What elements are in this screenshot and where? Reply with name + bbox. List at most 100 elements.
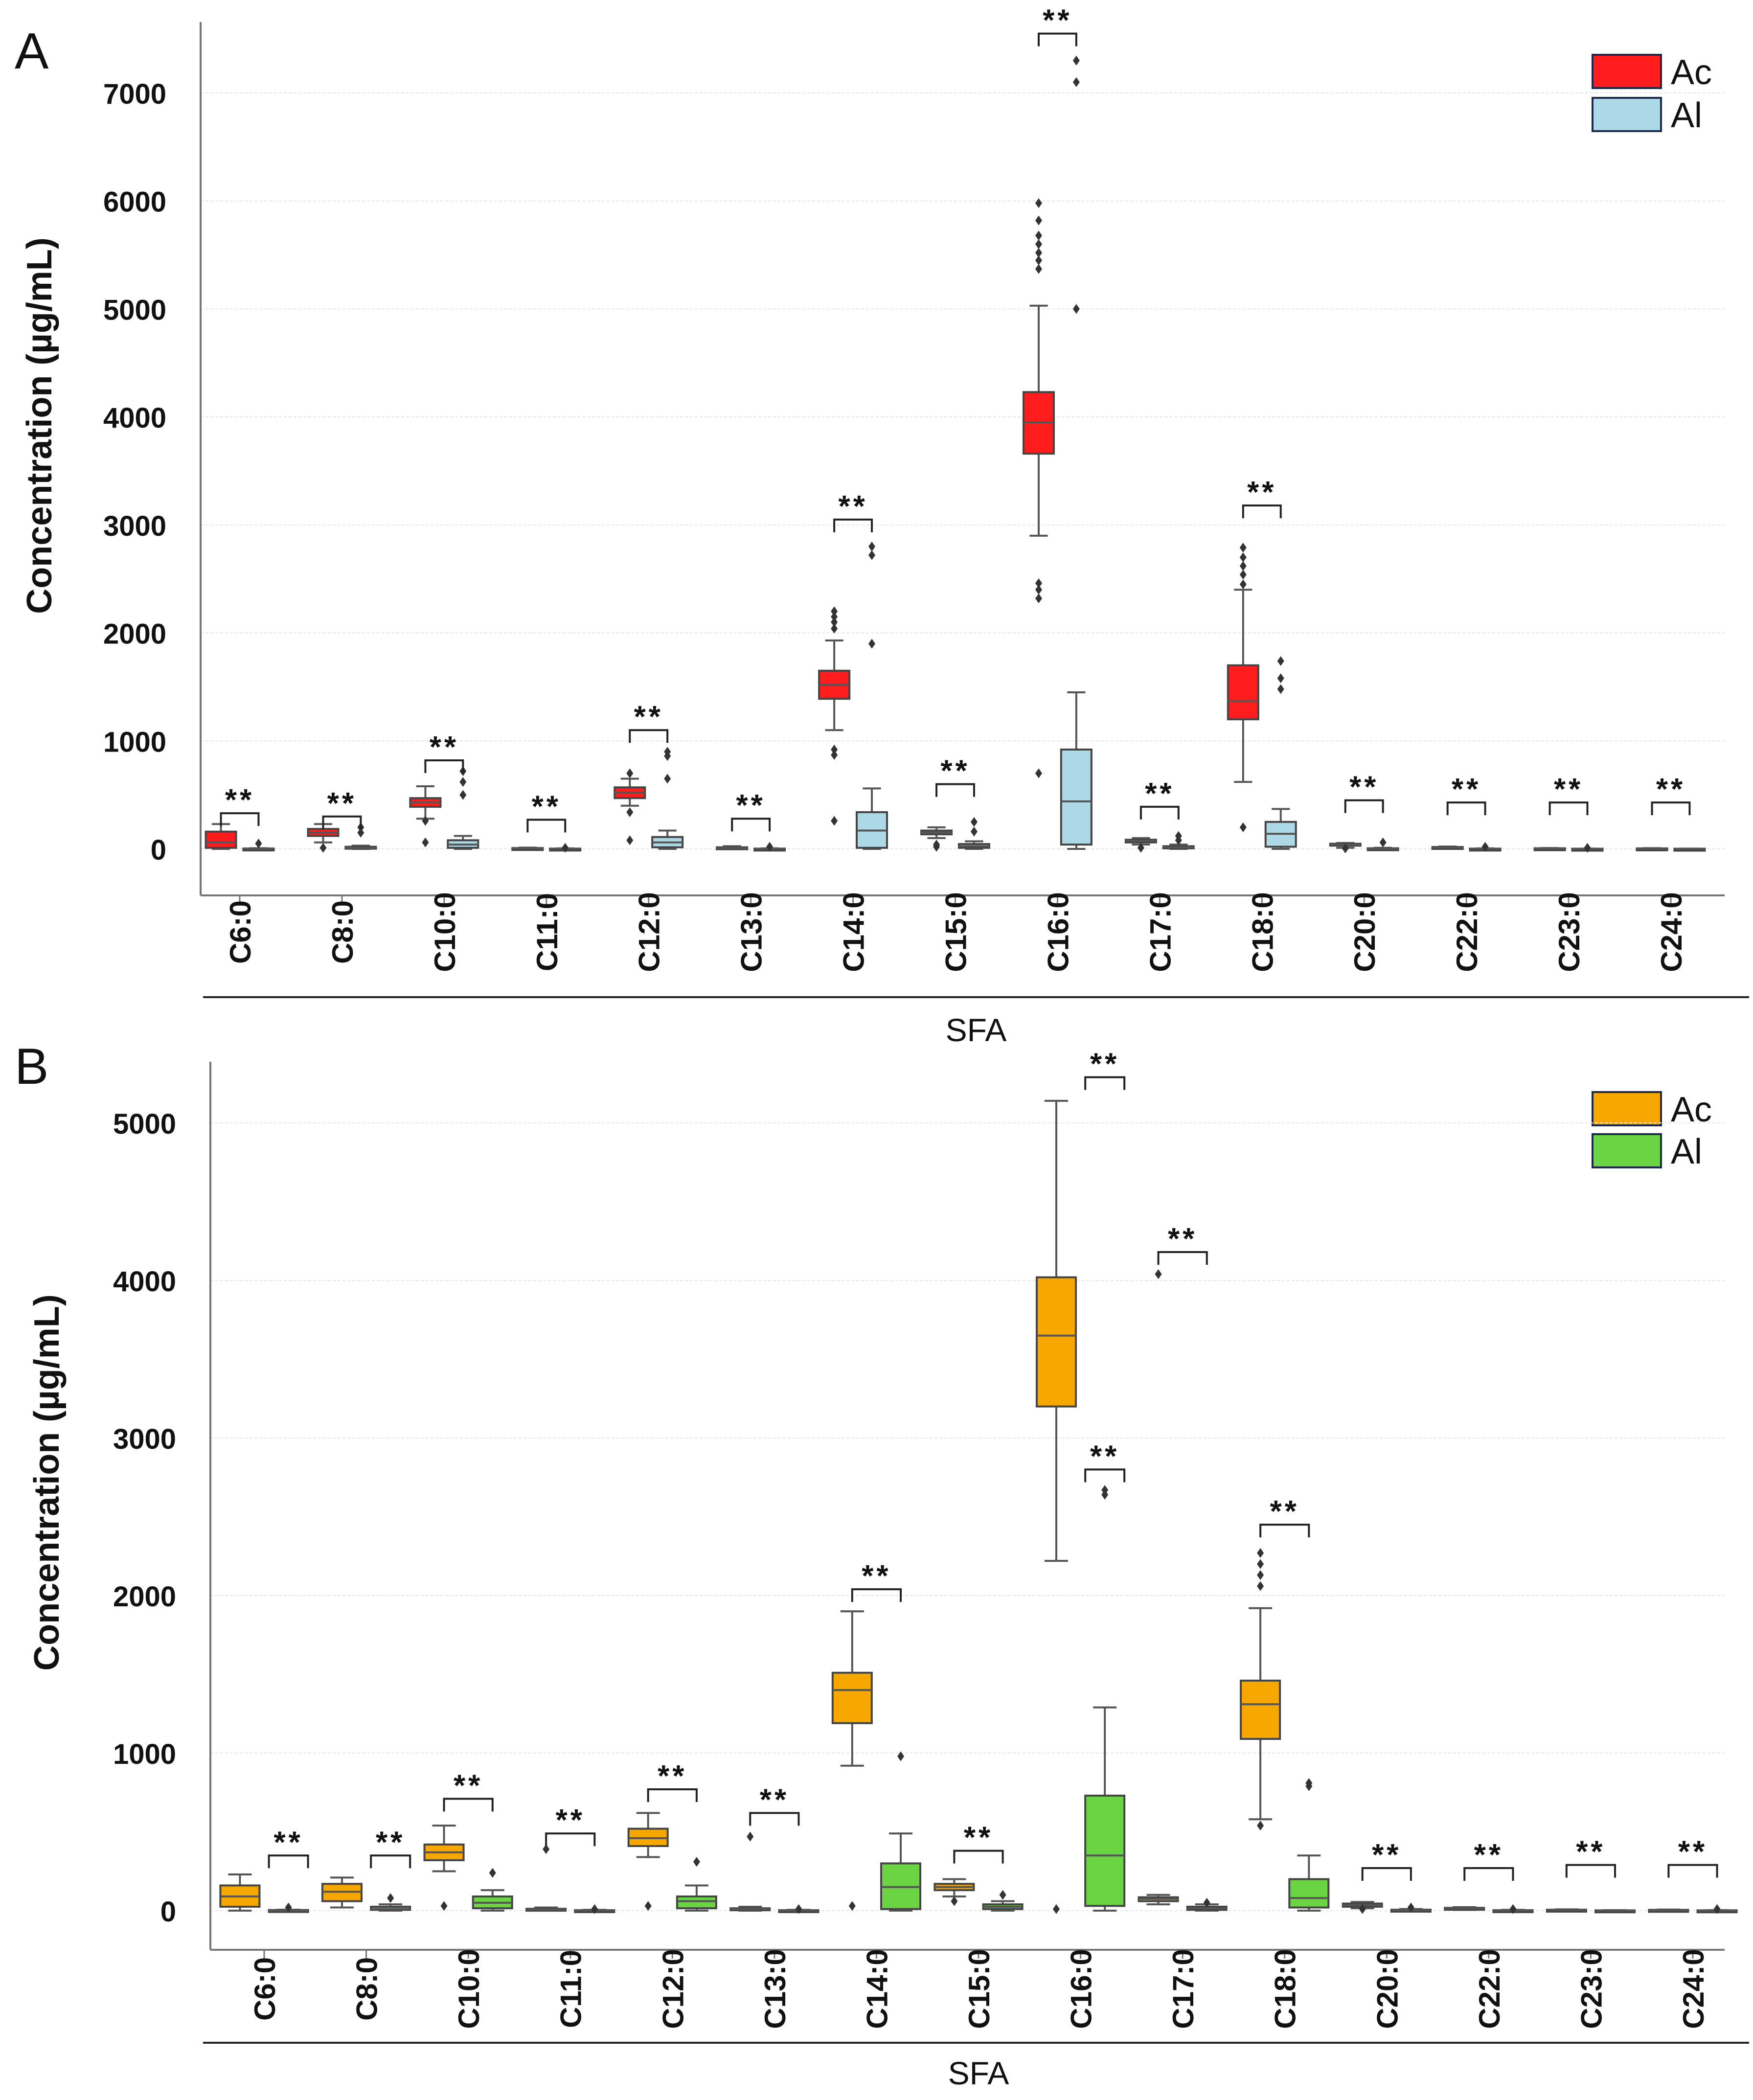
significance-C24:0: ** [1651, 773, 1691, 816]
significance-bracket [935, 783, 975, 797]
outlier-point [1035, 768, 1042, 778]
outlier-point [1175, 831, 1182, 841]
significance-C15:0: ** [935, 754, 975, 797]
outlier-point [543, 1844, 550, 1854]
outlier-point [1072, 77, 1080, 87]
x-tick-label: C13:0 [735, 892, 768, 972]
significance-C23:0: ** [1565, 1835, 1616, 1878]
box-ac-C13:0 [716, 845, 749, 850]
box-ac-C20:0 [1342, 1901, 1383, 1914]
outlier-point [1257, 1570, 1264, 1580]
box-al-C6:0 [268, 1902, 309, 1913]
significance-bracket [220, 812, 260, 826]
significance-marker: ** [1372, 1838, 1401, 1872]
outlier-point [626, 807, 634, 817]
significance-bracket [1242, 504, 1282, 519]
outlier-point [255, 838, 262, 848]
significance-C16:0: ** [1037, 4, 1077, 46]
outlier-point [489, 1868, 496, 1878]
outlier-point [951, 1896, 958, 1906]
significance-bracket [1446, 801, 1486, 816]
significance-bracket [443, 1798, 494, 1812]
significance-bracket [953, 1849, 1004, 1864]
outlier-point [795, 1904, 802, 1914]
y-tick-label: 2000 [113, 1581, 176, 1613]
box-ac-C11:0 [525, 1844, 567, 1912]
significance-marker: ** [1576, 1835, 1605, 1869]
box-al-C20:0 [1366, 837, 1399, 851]
outlier-point [387, 1893, 394, 1903]
significance-C22:0: ** [1446, 773, 1486, 816]
outlier-point [868, 550, 876, 560]
significance-bracket [268, 1854, 309, 1869]
outlier-point [1239, 543, 1247, 553]
x-tick-label: C18:0 [1246, 892, 1279, 972]
significance-marker: ** [760, 1783, 789, 1817]
box-iqr [1060, 748, 1093, 846]
significance-bracket [1463, 1867, 1514, 1881]
y-tick-label: 5000 [103, 294, 166, 326]
box-ac-C17:0 [1138, 1269, 1179, 1906]
y-tick-label: 2000 [103, 618, 166, 650]
significance-bracket [851, 1588, 902, 1602]
box-al-C18:0 [1288, 1778, 1330, 1912]
legend-a-ac-swatch [1592, 54, 1662, 89]
x-tick-label: C11:0 [555, 1950, 588, 2028]
significance-marker: ** [1145, 777, 1174, 811]
significance-bracket [424, 759, 464, 774]
box-al-C23:0 [1594, 1909, 1636, 1914]
outlier-point [831, 744, 838, 754]
box-iqr [831, 1671, 873, 1724]
outlier-point [1305, 1778, 1313, 1788]
box-ac-C10:0 [409, 785, 442, 847]
legend-a-al-swatch [1592, 97, 1662, 132]
outlier-point [897, 1751, 905, 1761]
box-ac-C11:0 [511, 846, 544, 851]
significance-marker: ** [940, 754, 970, 788]
significance-bracket [322, 815, 362, 829]
box-al-C15:0 [957, 817, 990, 850]
outlier-point [1137, 843, 1144, 853]
significance-marker: ** [964, 1821, 993, 1855]
significance-C11:0: ** [526, 790, 567, 833]
significance-bracket [1157, 1251, 1208, 1265]
outlier-point [1155, 1269, 1162, 1279]
outlier-point [1239, 552, 1247, 563]
outlier-point [1257, 1559, 1264, 1569]
legend-b-al-label: Al [1671, 1132, 1702, 1171]
significance-marker: ** [1247, 476, 1276, 509]
box-ac-C22:0 [1431, 845, 1464, 850]
box-ac-C18:0 [1227, 543, 1259, 832]
outlier-point [1035, 239, 1042, 249]
box-iqr [1227, 664, 1259, 721]
significance-marker: ** [1043, 4, 1072, 38]
box-al-C13:0 [753, 842, 786, 852]
significance-marker: ** [1270, 1495, 1299, 1529]
box-al-C24:0 [1696, 1904, 1738, 1914]
outlier-point [1035, 264, 1042, 274]
significance-C23:0: ** [1548, 773, 1589, 816]
x-tick-label: C10:0 [453, 1949, 485, 2029]
significance-marker: ** [838, 490, 867, 524]
box-al-C17:0 [1186, 1897, 1228, 1912]
significance-bracket [1565, 1864, 1616, 1878]
box-al-C11:0 [574, 1904, 615, 1914]
x-tick-label: C23:0 [1575, 1949, 1608, 2029]
significance-C14:0: ** [851, 1559, 902, 1602]
box-al-C8:0 [370, 1893, 411, 1912]
panel-b-significance: ** ** ** ** ** ** ** ** ** ** ** ** ** ** ** ** [268, 1048, 1718, 1881]
significance-C8:0: ** [322, 787, 362, 829]
outlier-point [1359, 1904, 1366, 1914]
box-iqr [1084, 1794, 1126, 1907]
significance-C10:0: ** [443, 1769, 494, 1812]
significance-bracket [545, 1832, 596, 1847]
significance-C15:0: ** [953, 1821, 1004, 1864]
significance-C24:0: ** [1667, 1835, 1718, 1878]
box-ac-C14:0 [831, 1610, 873, 1911]
box-ac-C6:0 [205, 823, 237, 850]
significance-bracket [1667, 1864, 1718, 1878]
outlier-point [1072, 55, 1080, 66]
significance-bracket [1139, 805, 1180, 820]
box-al-C23:0 [1571, 843, 1604, 853]
x-tick-label: C8:0 [351, 1957, 384, 2021]
